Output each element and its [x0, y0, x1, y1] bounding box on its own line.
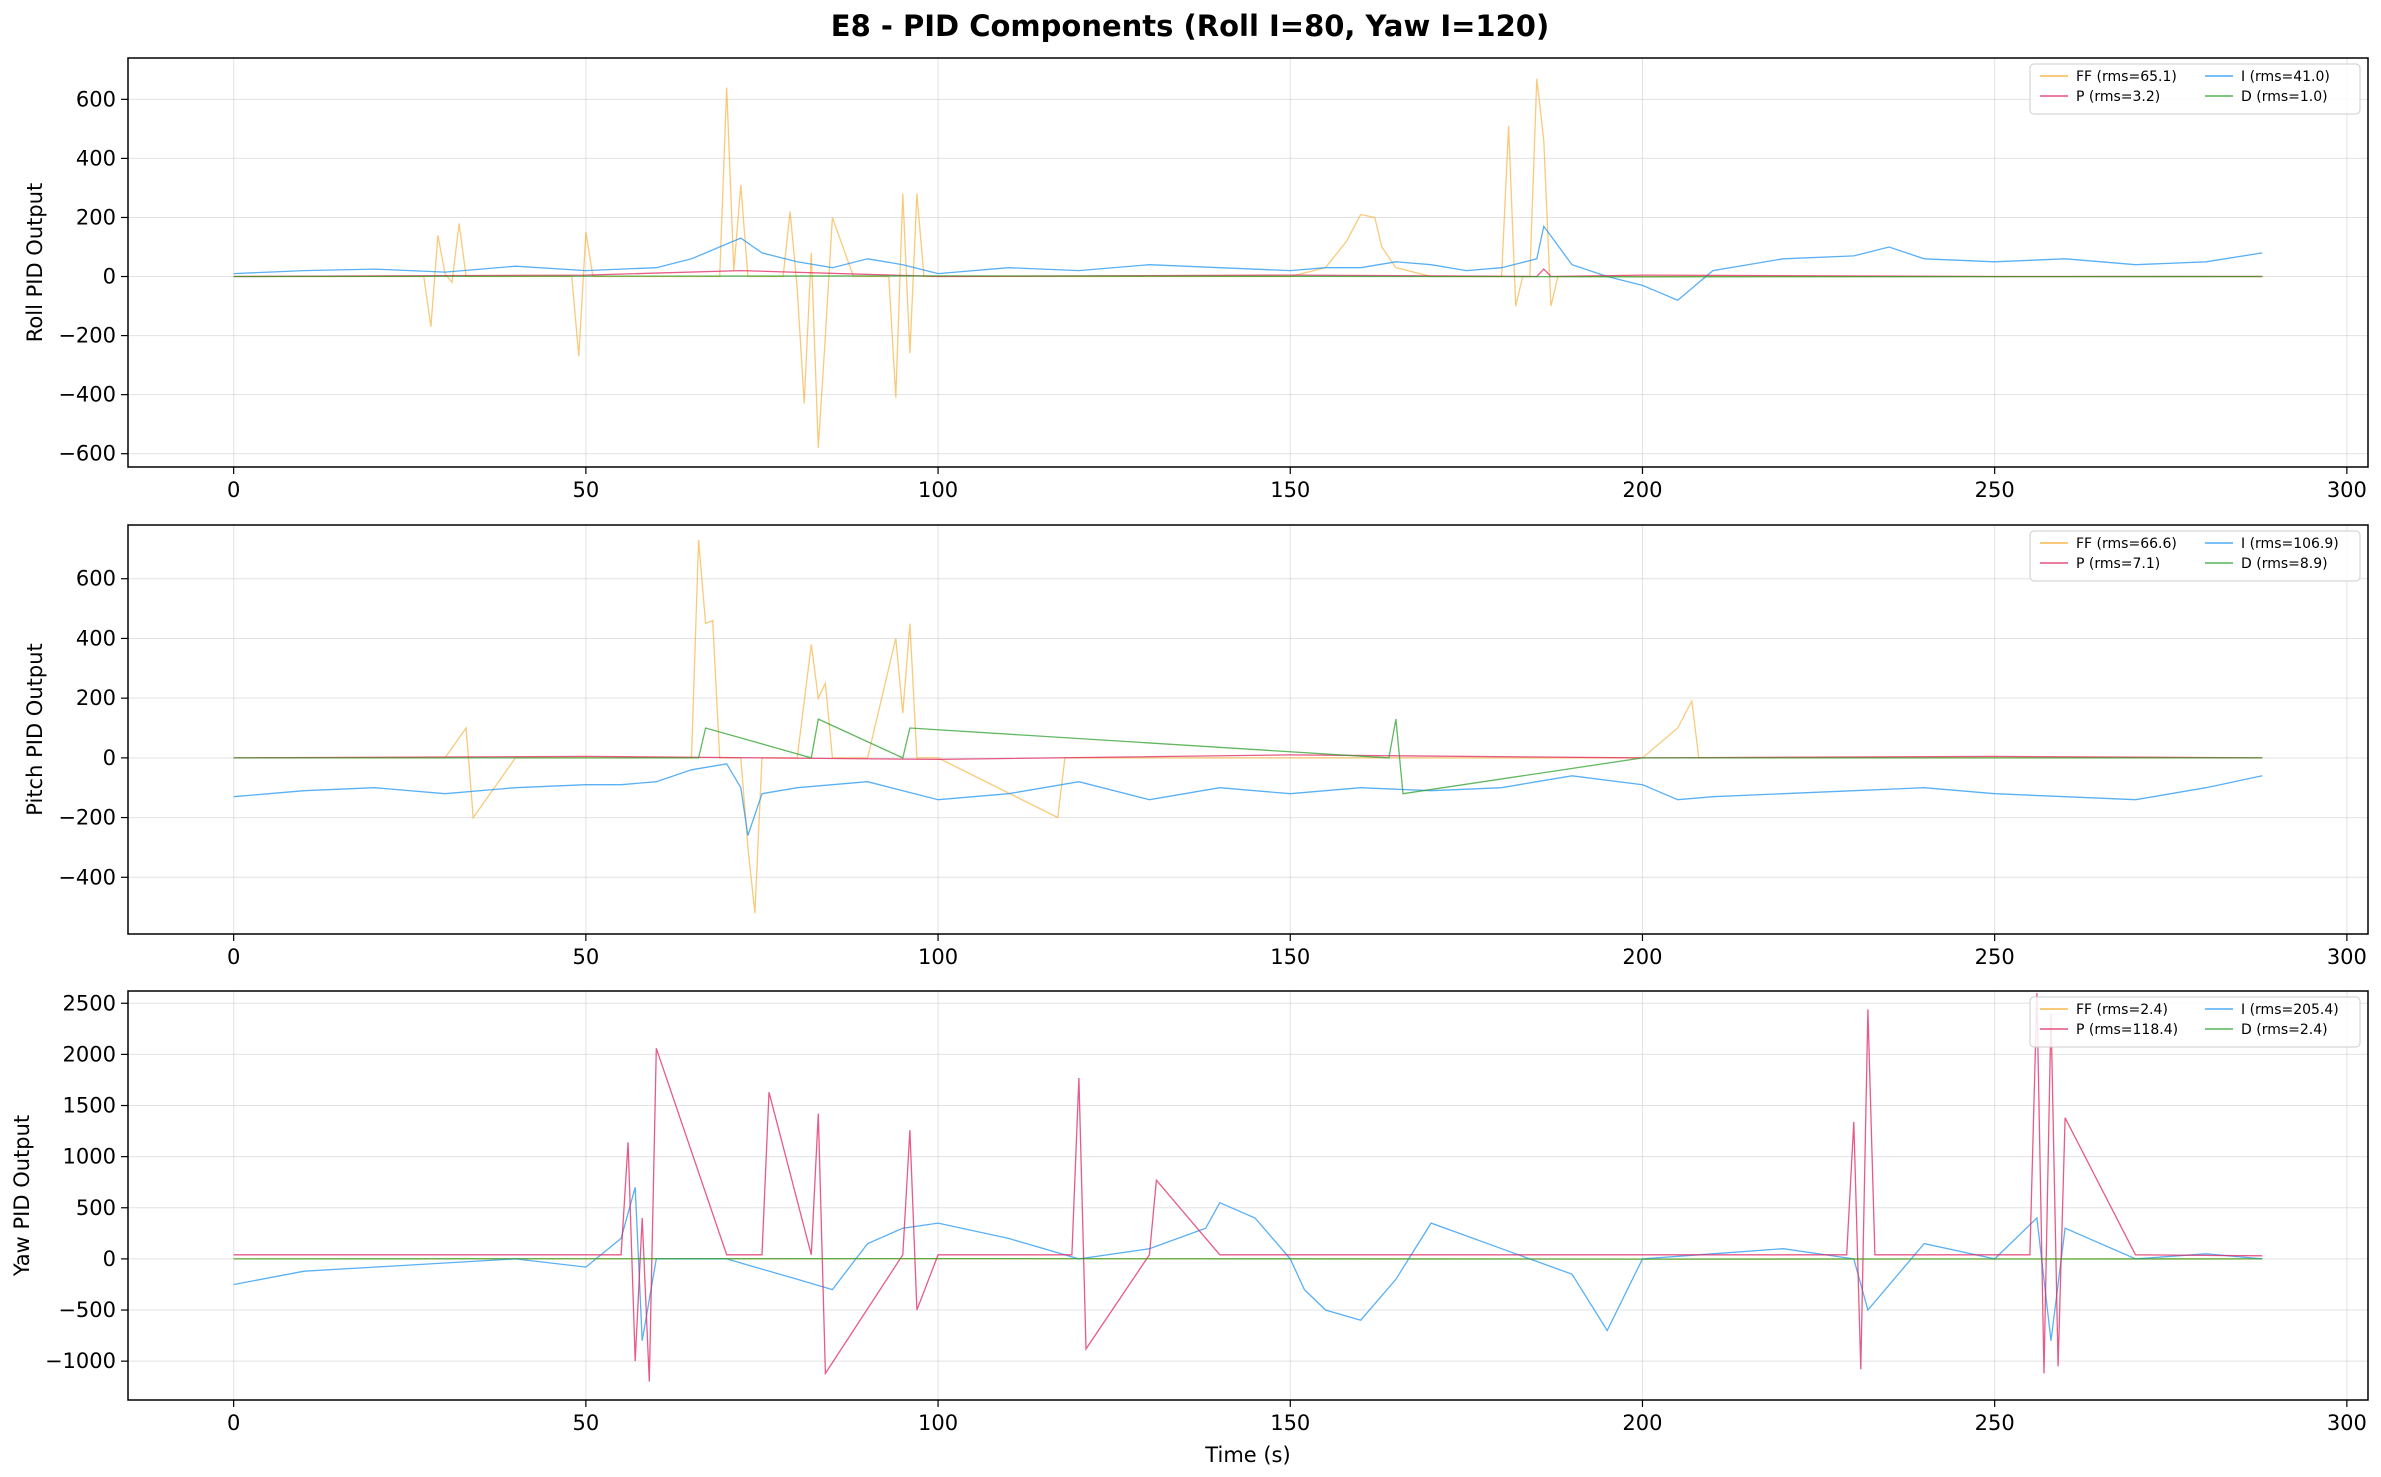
legend: FF (rms=66.6) I (rms=106.9) P (rms=7.1) D (… [2029, 530, 2361, 582]
series-group [233, 78, 2263, 448]
legend-entry: I (rms=205.4) [2241, 1002, 2339, 1018]
x-tick-label: 150 [1270, 945, 1310, 969]
series-line-d [233, 1257, 2263, 1260]
x-tick-label: 200 [1622, 1411, 1662, 1435]
axes-frame [127, 990, 2369, 1401]
x-tick-label: 250 [1975, 1411, 2015, 1435]
y-tick-label: −600 [58, 442, 116, 466]
series-line-i [233, 1187, 2263, 1341]
y-tick-label: 600 [76, 87, 116, 111]
y-tick-label: 2000 [63, 1042, 116, 1066]
y-tick-label: 1500 [63, 1094, 116, 1118]
legend-entry: P (rms=118.4) [2076, 1022, 2178, 1038]
x-tick-label: 250 [1975, 478, 2015, 502]
series-line-p [233, 268, 2263, 278]
y-tick-label: −400 [58, 383, 116, 407]
x-tick-label: 150 [1270, 478, 1310, 502]
axes-frame [127, 524, 2369, 935]
legend: FF (rms=65.1) I (rms=41.0) P (rms=3.2) D (r… [2029, 63, 2361, 115]
y-tick-label: −200 [58, 324, 116, 348]
y-tick-label: 200 [76, 205, 116, 229]
legend-entry: D (rms=8.9) [2241, 556, 2328, 572]
series-group [233, 992, 2263, 1382]
y-tick-label: 500 [76, 1196, 116, 1220]
x-axis-label: Time (s) [1204, 1443, 1290, 1467]
x-tick-label: 100 [918, 478, 958, 502]
x-tick-label: 0 [227, 945, 240, 969]
yaw-panel: 0 50 100 150 200 250 300 −1000 −500 0 500 1000 1500 2… [10, 990, 2369, 1467]
y-axis-label: Yaw PID Output [10, 1115, 34, 1277]
x-tick-label: 250 [1975, 945, 2015, 969]
legend-entry: I (rms=41.0) [2241, 69, 2330, 85]
legend-entry: P (rms=7.1) [2076, 556, 2160, 572]
x-tick-label: 200 [1622, 478, 1662, 502]
series-line-i [233, 224, 2263, 301]
series-line-p [233, 992, 2263, 1382]
x-tick-label: 50 [572, 945, 599, 969]
y-tick-label: −1000 [45, 1349, 116, 1373]
axes-frame [127, 57, 2369, 468]
pitch-panel: 0 50 100 150 200 250 300 −400 −200 0 200 400 600 Pitc… [23, 524, 2369, 969]
y-axis-label: Roll PID Output [23, 183, 47, 343]
y-tick-label: 200 [76, 686, 116, 710]
x-tick-label: 150 [1270, 1411, 1310, 1435]
series-line-ff [233, 78, 2263, 448]
y-tick-label: 2500 [63, 991, 116, 1015]
x-tick-label: 300 [2327, 945, 2367, 969]
y-tick-label: 400 [76, 626, 116, 650]
legend-entry: P (rms=3.2) [2076, 89, 2160, 105]
y-tick-label: 600 [76, 567, 116, 591]
legend-entry: D (rms=1.0) [2241, 89, 2328, 105]
legend-entry: FF (rms=65.1) [2076, 69, 2177, 85]
y-tick-label: 400 [76, 146, 116, 170]
legend-box [2029, 63, 2361, 115]
y-tick-label: 0 [103, 1247, 116, 1271]
x-tick-label: 0 [227, 478, 240, 502]
legend: FF (rms=2.4) I (rms=205.4) P (rms=118.4) D … [2029, 996, 2361, 1048]
series-line-d [233, 275, 2263, 278]
x-tick-label: 100 [918, 1411, 958, 1435]
legend-entry: FF (rms=66.6) [2076, 536, 2177, 552]
y-tick-label: −200 [58, 806, 116, 830]
y-tick-label: 0 [103, 746, 116, 770]
x-tick-label: 300 [2327, 478, 2367, 502]
series-line-d [233, 718, 2263, 795]
y-tick-label: 0 [103, 265, 116, 289]
legend-entry: D (rms=2.4) [2241, 1022, 2328, 1038]
y-axis-label: Pitch PID Output [23, 643, 47, 815]
roll-panel: 0 50 100 150 200 250 300 −600 −400 −200 0 200 400 600… [23, 57, 2369, 502]
y-tick-label: −400 [58, 865, 116, 889]
x-tick-label: 200 [1622, 945, 1662, 969]
series-line-i [233, 763, 2263, 836]
y-tick-label: −500 [58, 1298, 116, 1322]
legend-entry: FF (rms=2.4) [2076, 1002, 2168, 1018]
y-tick-label: 1000 [63, 1145, 116, 1169]
series-group [233, 539, 2263, 914]
x-tick-label: 50 [572, 478, 599, 502]
series-line-ff [233, 539, 2263, 914]
x-tick-label: 0 [227, 1411, 240, 1435]
legend-entry: I (rms=106.9) [2241, 536, 2339, 552]
x-tick-label: 100 [918, 945, 958, 969]
x-tick-label: 50 [572, 1411, 599, 1435]
x-tick-label: 300 [2327, 1411, 2367, 1435]
figure-title: E8 - PID Components (Roll I=80, Yaw I=12… [831, 9, 1549, 43]
legend-box [2029, 996, 2361, 1048]
legend-box [2029, 530, 2361, 582]
series-line-p [233, 754, 2263, 761]
